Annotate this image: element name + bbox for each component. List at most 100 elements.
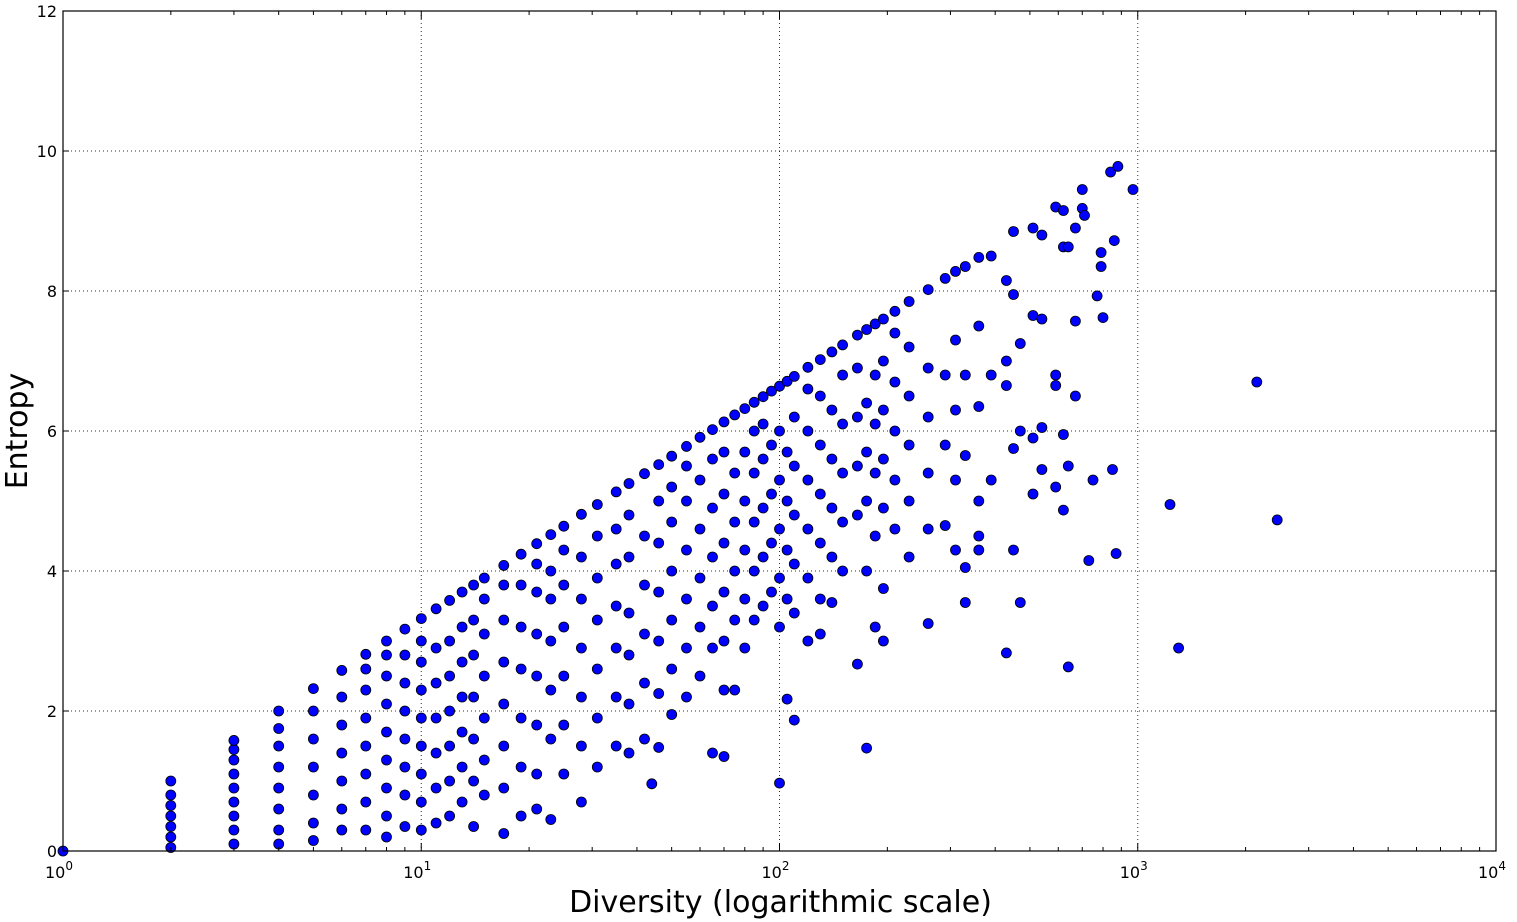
data-point <box>729 614 741 626</box>
data-point <box>653 586 665 598</box>
data-point <box>781 593 793 605</box>
data-point <box>922 284 934 296</box>
data-point <box>729 516 741 528</box>
data-point <box>1097 312 1109 324</box>
data-point <box>444 635 456 647</box>
data-point <box>228 796 240 808</box>
data-point <box>646 778 658 790</box>
data-point <box>681 642 692 654</box>
data-point <box>1251 376 1263 388</box>
data-point <box>515 579 527 591</box>
data-point <box>1014 597 1026 608</box>
data-point <box>558 544 570 556</box>
data-point <box>1070 390 1081 402</box>
data-point <box>707 600 718 612</box>
data-point <box>273 761 285 773</box>
data-point <box>498 740 510 752</box>
data-point <box>781 693 793 705</box>
data-point <box>748 565 760 577</box>
data-point <box>681 691 692 703</box>
data-point <box>273 740 285 752</box>
data-point <box>878 404 889 416</box>
data-point <box>1001 380 1012 391</box>
data-point <box>1095 247 1107 258</box>
data-point <box>228 782 240 794</box>
data-point <box>399 821 411 832</box>
data-point <box>889 305 901 317</box>
data-point <box>757 391 769 403</box>
data-point <box>360 712 372 724</box>
data-point <box>273 705 285 717</box>
data-point <box>545 684 557 696</box>
data-point <box>959 450 971 461</box>
data-point <box>165 831 177 843</box>
data-point <box>576 593 587 605</box>
data-point <box>959 597 971 608</box>
data-point <box>985 369 997 381</box>
data-point <box>639 628 650 640</box>
x-tick-labels: 100 101 102 103 104 <box>45 859 1506 882</box>
data-point <box>666 450 678 462</box>
data-point <box>531 628 543 640</box>
data-point <box>718 586 730 598</box>
data-point <box>774 523 785 535</box>
data-point <box>498 782 510 794</box>
data-point <box>430 712 442 724</box>
data-point <box>707 502 718 514</box>
data-point <box>739 642 751 654</box>
data-point <box>681 593 692 605</box>
data-point <box>1001 355 1012 367</box>
data-point <box>922 467 934 479</box>
x-tick-label: 100 <box>45 859 73 882</box>
data-point <box>273 824 285 836</box>
data-point <box>774 425 785 437</box>
data-point <box>456 761 468 773</box>
data-point <box>165 775 177 787</box>
data-point <box>498 698 510 710</box>
data-point <box>360 768 372 780</box>
data-point <box>273 782 285 794</box>
data-point <box>1027 488 1039 500</box>
data-point <box>939 439 951 451</box>
data-point <box>878 502 889 514</box>
data-point <box>623 747 635 759</box>
data-point <box>889 327 901 339</box>
data-point <box>748 396 760 408</box>
data-point <box>591 530 603 542</box>
data-point <box>903 495 915 507</box>
data-point <box>558 719 570 731</box>
data-point <box>694 572 706 584</box>
data-point <box>1036 464 1048 475</box>
data-point <box>1127 184 1139 195</box>
data-point <box>456 691 468 703</box>
data-point <box>610 691 622 703</box>
data-point <box>814 390 826 402</box>
data-point <box>576 691 587 703</box>
data-point <box>1036 422 1048 433</box>
data-point <box>456 726 468 738</box>
data-point <box>610 558 622 570</box>
y-tick-label: 10 <box>37 142 57 161</box>
data-point <box>381 649 392 661</box>
data-point <box>814 488 826 500</box>
data-point <box>228 754 240 766</box>
data-point <box>878 313 889 325</box>
data-point <box>576 796 587 808</box>
data-point <box>415 684 427 696</box>
data-point <box>1008 226 1019 237</box>
data-point <box>515 712 527 724</box>
data-point <box>531 768 543 780</box>
data-point <box>852 460 863 472</box>
data-point <box>228 735 240 746</box>
data-point <box>757 502 769 514</box>
data-point <box>307 789 319 801</box>
data-point <box>814 628 826 640</box>
data-point <box>739 593 751 605</box>
data-point <box>228 824 240 836</box>
data-point <box>826 502 838 514</box>
data-point <box>950 474 961 486</box>
data-point <box>545 529 557 540</box>
data-point <box>415 796 427 808</box>
data-point <box>558 768 570 780</box>
data-point <box>1058 205 1069 216</box>
